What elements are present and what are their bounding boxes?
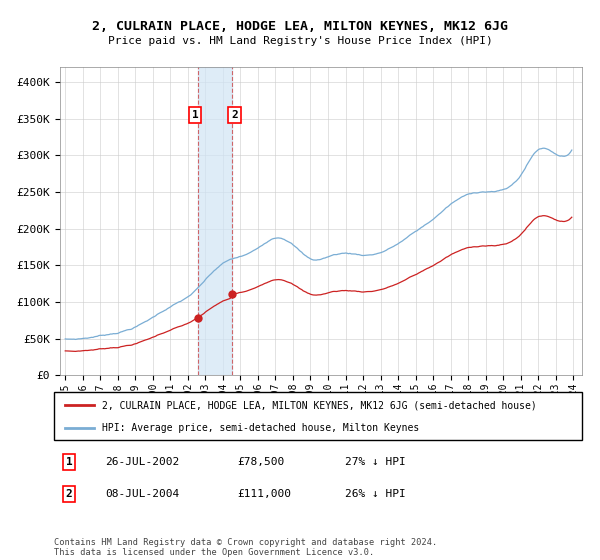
Text: 08-JUL-2004: 08-JUL-2004 [105, 489, 179, 499]
Text: 1: 1 [192, 110, 199, 120]
Bar [198, 67, 232, 375]
Text: Contains HM Land Registry data © Crown copyright and database right 2024.
This d: Contains HM Land Registry data © Crown c… [54, 538, 437, 557]
Text: 2, CULRAIN PLACE, HODGE LEA, MILTON KEYNES, MK12 6JG (semi-detached house): 2, CULRAIN PLACE, HODGE LEA, MILTON KEYN… [101, 400, 536, 410]
Text: HPI: Average price, semi-detached house, Milton Keynes: HPI: Average price, semi-detached house,… [101, 423, 419, 433]
Text: £111,000: £111,000 [237, 489, 291, 499]
Text: Price paid vs. HM Land Registry's House Price Index (HPI): Price paid vs. HM Land Registry's House … [107, 36, 493, 46]
Text: 1: 1 [65, 457, 73, 467]
Text: 27% ↓ HPI: 27% ↓ HPI [345, 457, 406, 467]
Text: 2: 2 [231, 110, 238, 120]
Text: 26% ↓ HPI: 26% ↓ HPI [345, 489, 406, 499]
Text: 2, CULRAIN PLACE, HODGE LEA, MILTON KEYNES, MK12 6JG: 2, CULRAIN PLACE, HODGE LEA, MILTON KEYN… [92, 20, 508, 32]
Text: 2: 2 [65, 489, 73, 499]
Text: 26-JUL-2002: 26-JUL-2002 [105, 457, 179, 467]
Text: £78,500: £78,500 [237, 457, 284, 467]
